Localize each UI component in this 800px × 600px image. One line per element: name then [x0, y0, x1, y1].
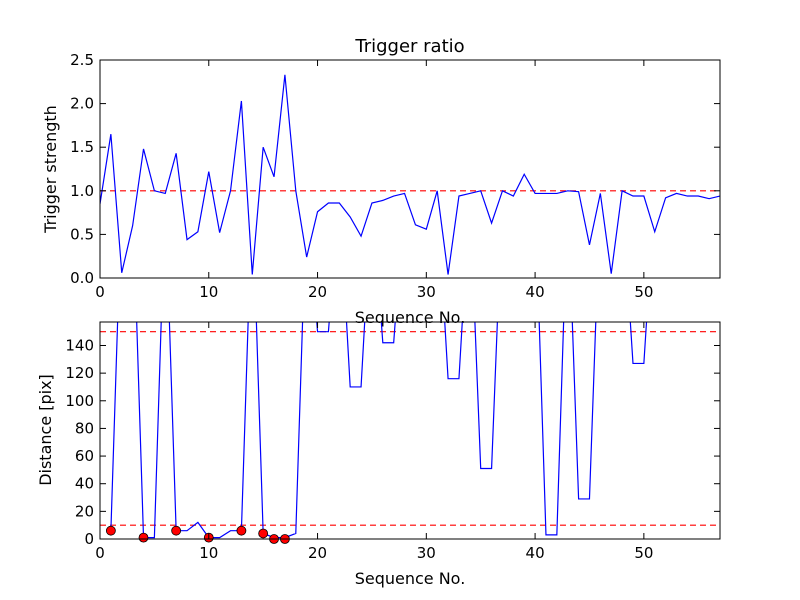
top-x-tick-label: 30 — [417, 283, 436, 301]
bottom-y-axis-label: Distance [pix] — [36, 374, 55, 486]
bottom-subplot: Distance [pix] Sequence No. 0 10 20 30 40 500… — [36, 321, 721, 588]
bottom-x-tick-label: 20 — [308, 544, 327, 562]
bottom-y-tick-label: 0 — [84, 530, 94, 548]
top-x-tick-label: 40 — [526, 283, 545, 301]
bottom-data-marker — [258, 528, 269, 539]
top-axis-ticks: 0 10 20 30 40 50 0.0 0.5 1.0 1.5 2.0 2.5 — [70, 51, 720, 301]
top-y-tick-label: 2.0 — [70, 95, 94, 113]
bottom-x-tick-label: 10 — [199, 544, 218, 562]
bottom-threshold-lines — [100, 331, 720, 526]
bottom-y-tick-label: 100 — [65, 392, 94, 410]
top-x-axis-label: Sequence No. — [355, 308, 466, 327]
top-data-line — [100, 74, 720, 275]
bottom-y-tick-label: 80 — [75, 419, 94, 437]
bottom-data-marker — [236, 525, 247, 536]
bottom-x-tick-label: 0 — [95, 544, 105, 562]
bottom-y-tick-label: 60 — [75, 447, 94, 465]
bottom-y-tick-label: 140 — [65, 336, 94, 354]
bottom-y-tick-label: 120 — [65, 364, 94, 382]
bottom-plot-frame — [99, 321, 721, 540]
top-y-axis-label: Trigger strength — [41, 105, 60, 234]
top-series-lines — [100, 74, 720, 275]
bottom-x-axis-label: Sequence No. — [355, 569, 466, 588]
bottom-x-tick-label: 40 — [526, 544, 545, 562]
bottom-y-tick-label: 20 — [75, 502, 94, 520]
top-y-tick-label: 1.5 — [70, 138, 94, 156]
top-y-tick-label: 0.0 — [70, 269, 94, 287]
top-y-tick-label: 0.5 — [70, 225, 94, 243]
bottom-y-tick-label: 40 — [75, 475, 94, 493]
bottom-data-marker — [171, 525, 182, 536]
top-x-tick-label: 0 — [95, 283, 105, 301]
bottom-axis-ticks: 0 10 20 30 40 50 0 20 40 60 80 100 120 140 — [65, 322, 720, 562]
top-x-tick-label: 50 — [634, 283, 653, 301]
bottom-data-marker — [105, 525, 116, 536]
top-x-tick-label: 10 — [199, 283, 218, 301]
bottom-data-marker — [138, 532, 149, 543]
bottom-x-tick-label: 30 — [417, 544, 436, 562]
top-y-tick-label: 2.5 — [70, 51, 94, 69]
top-y-tick-label: 1.0 — [70, 182, 94, 200]
top-chart-title: Trigger ratio — [354, 36, 464, 57]
top-x-tick-label: 20 — [308, 283, 327, 301]
top-plot-frame — [99, 59, 721, 279]
bottom-x-tick-label: 50 — [634, 544, 653, 562]
